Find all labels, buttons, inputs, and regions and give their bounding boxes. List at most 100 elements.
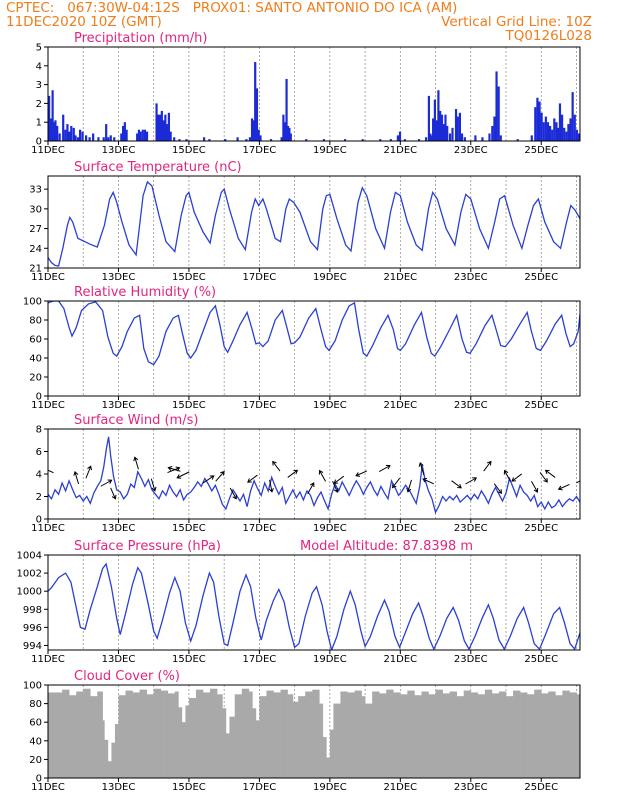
temperature-y-tick-label: 27: [29, 224, 42, 235]
wind-vector-arrow: [576, 480, 580, 484]
precipitation-bar: [185, 139, 188, 141]
wind-vector-arrow: [355, 470, 368, 477]
cloud-cover-bar: [292, 701, 299, 778]
precipitation-bar: [491, 125, 494, 141]
precipitation-bar: [558, 103, 562, 141]
humidity-y-tick-label: 40: [29, 354, 42, 365]
precipitation-bar: [437, 90, 440, 141]
cloud-cover-bar: [527, 694, 535, 778]
precipitation-bar: [68, 131, 71, 141]
cloud-cover-bar: [102, 720, 105, 778]
precipitation-bar: [456, 116, 459, 141]
precipitation-x-tick-label: 23DEC: [454, 145, 488, 156]
pressure-y-tick-label: 1000: [17, 587, 42, 598]
precipitation-bar: [166, 124, 169, 141]
wind-x-tick-label: 23DEC: [454, 523, 488, 534]
cloud-cover-bar: [160, 690, 169, 778]
cloud-cover-bar: [333, 703, 341, 778]
cloud-cover-bar: [273, 692, 281, 778]
precipitation-bar: [560, 114, 564, 141]
precipitation-bar: [305, 139, 308, 141]
wind-x-tick-label: 11DEC: [31, 523, 65, 534]
precipitation-bar: [495, 71, 498, 141]
cloud-cover-bar: [548, 691, 556, 778]
cloud-cover-bar: [463, 690, 472, 778]
cloud-cover-bar: [354, 690, 362, 778]
precipitation-bar: [396, 135, 399, 141]
wind-vector-arrow: [85, 465, 92, 479]
precipitation-bar: [178, 139, 181, 141]
cloud-cover-bar: [266, 690, 274, 778]
precipitation-bar: [454, 109, 458, 141]
precipitation-bar: [499, 135, 502, 141]
precipitation-bar: [113, 137, 116, 141]
cloud-cover-bar: [174, 691, 179, 778]
wind-vector-arrow: [503, 469, 511, 482]
precipitation-bar: [107, 137, 110, 141]
wind-vector-arrow: [511, 473, 523, 482]
cloud-cover-bar: [241, 688, 250, 778]
precipitation-bar: [158, 114, 162, 141]
temperature-x-tick-label: 15DEC: [172, 272, 206, 283]
precipitation-bar: [451, 127, 454, 141]
precipitation-bar: [440, 114, 444, 141]
cloud-cover-bar: [513, 690, 521, 778]
pressure-x-tick-label: 15DEC: [172, 654, 206, 665]
precipitation-bar: [125, 129, 128, 141]
precipitation-bar: [208, 139, 211, 141]
cloud-cover-bar: [104, 739, 109, 778]
cloud-cover-bar: [491, 693, 500, 778]
cloud-cover-bar: [484, 689, 493, 778]
humidity-x-tick-label: 13DEC: [102, 400, 136, 411]
precipitation-bar: [248, 137, 252, 141]
cloud-cover-bar: [379, 693, 387, 778]
temperature-y-tick-label: 33: [29, 185, 42, 196]
cloud-cover-bar: [125, 690, 133, 778]
precipitation-bar: [530, 135, 533, 141]
humidity-x-tick-label: 21DEC: [383, 400, 417, 411]
precipitation-bar: [145, 131, 149, 141]
precipitation-bar: [417, 139, 421, 141]
wind-vector-arrow: [202, 475, 215, 484]
precipitation-bar: [97, 137, 100, 141]
precipitation-x-tick-label: 11DEC: [31, 145, 65, 156]
humidity-y-tick-label: 80: [29, 316, 42, 327]
precipitation-bar: [542, 122, 545, 141]
precipitation-bar: [442, 124, 445, 141]
precipitation-bar: [49, 118, 52, 141]
precipitation-panel: 0 1 2 3 4 5 11DEC 13DEC 15DEC 17DEC 19DEC 21DEC 23DE…: [31, 31, 581, 156]
cloud-cover-bar: [48, 692, 63, 778]
precipitation-bar: [322, 139, 326, 141]
precipitation-bar: [123, 122, 126, 141]
precipitation-bar: [74, 135, 77, 141]
precipitation-bar: [157, 114, 160, 141]
cloud-cover-bar: [498, 691, 507, 778]
precipitation-bar: [252, 120, 255, 141]
precipitation-x-tick-label: 15DEC: [172, 145, 206, 156]
wind-x-tick-label: 15DEC: [172, 523, 206, 534]
cloud-cover-bar: [76, 691, 84, 778]
precipitation-bar: [536, 97, 539, 141]
cloud-cover-x-tick-label: 15DEC: [172, 782, 206, 793]
cloud-cover-x-tick-label: 13DEC: [102, 782, 136, 793]
cloud-cover-bar: [217, 694, 223, 778]
cloud-cover-bar: [287, 694, 294, 778]
precipitation-bar: [84, 135, 88, 141]
precipitation-bar: [79, 129, 82, 141]
precipitation-bar: [58, 133, 61, 141]
cloud-cover-bar: [319, 703, 324, 778]
temperature-panel: 21 24 27 30 33 11DEC 13DEC 15DEC 17DEC 19DEC 21DEC…: [29, 160, 581, 283]
precipitation-bar: [575, 129, 578, 141]
precipitation-bar: [429, 133, 432, 141]
cloud-cover-bar: [83, 688, 91, 778]
wind-y-tick-label: 2: [36, 492, 42, 503]
wind-x-tick-label: 17DEC: [243, 523, 277, 534]
precipitation-bar: [64, 129, 67, 141]
precipitation-bar: [343, 139, 347, 141]
wind-vector-arrow: [176, 471, 190, 479]
precipitation-bar: [538, 101, 541, 141]
precipitation-bar: [424, 137, 428, 141]
cloud-cover-bar: [203, 692, 211, 778]
cloud-cover-bar: [229, 716, 236, 778]
cloud-cover-bar: [477, 694, 486, 778]
